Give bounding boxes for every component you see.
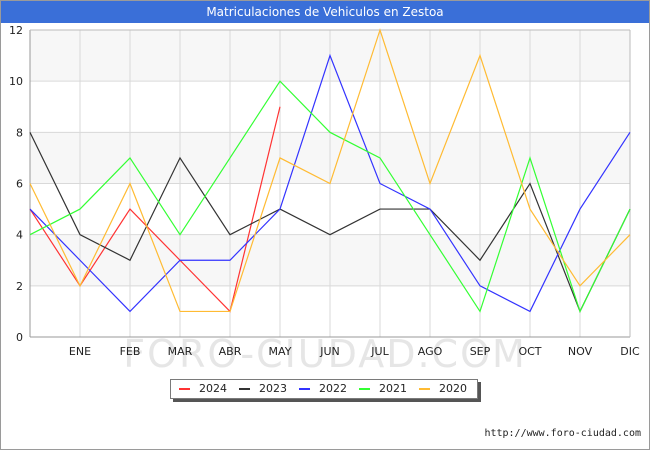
legend-swatch: [179, 388, 190, 390]
y-tick-label: 6: [16, 178, 23, 191]
legend-label: 2024: [199, 382, 227, 395]
watermark: FORO-CIUDAD.COM: [123, 332, 527, 376]
legend-swatch: [359, 388, 370, 390]
x-tick-label: JUL: [370, 345, 389, 358]
y-tick-label: 4: [16, 229, 23, 242]
legend-item-2020: 2020: [419, 380, 467, 398]
legend-item-2021: 2021: [359, 380, 407, 398]
series-line-2023: [29, 132, 631, 313]
y-tick-label: 8: [16, 126, 23, 139]
legend-label: 2023: [259, 382, 287, 395]
legend-label: 2020: [439, 382, 467, 395]
series-line-2022: [29, 53, 631, 313]
legend-swatch: [299, 388, 310, 390]
legend-swatch: [419, 388, 430, 390]
legend-label: 2022: [319, 382, 347, 395]
y-tick-label: 12: [9, 24, 23, 37]
y-tick-label: 0: [16, 331, 23, 344]
legend-swatch: [239, 388, 250, 390]
chart-title: Matriculaciones de Vehiculos en Zestoa: [1, 1, 649, 23]
y-tick-label: 10: [9, 75, 23, 88]
y-tick-label: 2: [16, 280, 23, 293]
x-tick-label: SEP: [470, 345, 491, 358]
legend-item-2022: 2022: [299, 380, 347, 398]
x-tick-label: MAR: [168, 345, 193, 358]
x-tick-label: DIC: [620, 345, 640, 358]
legend-item-2024: 2024: [179, 380, 227, 398]
series-line-2024: [29, 106, 281, 313]
series-line-2020: [29, 28, 631, 313]
x-tick-label: AGO: [418, 345, 443, 358]
x-tick-label: MAY: [269, 345, 292, 358]
plot-series: [29, 28, 631, 314]
legend-item-2023: 2023: [239, 380, 287, 398]
legend-label: 2021: [379, 382, 407, 395]
x-tick-label: NOV: [568, 345, 593, 358]
tick-labels: 0 2 4 6 8 10 12 ENE FEB MAR ABR MAY JUN JUL AGO SEP OCT N…: [9, 24, 640, 358]
x-tick-label: ENE: [69, 345, 91, 358]
series-line-2021: [29, 80, 631, 314]
x-tick-label: OCT: [518, 345, 541, 358]
x-tick-label: JUN: [319, 345, 340, 358]
x-tick-label: FEB: [120, 345, 141, 358]
legend: 2024 2023 2022 2021 2020: [170, 379, 478, 399]
x-tick-label: ABR: [219, 345, 242, 358]
source-credit: http://www.foro-ciudad.com: [484, 428, 641, 439]
